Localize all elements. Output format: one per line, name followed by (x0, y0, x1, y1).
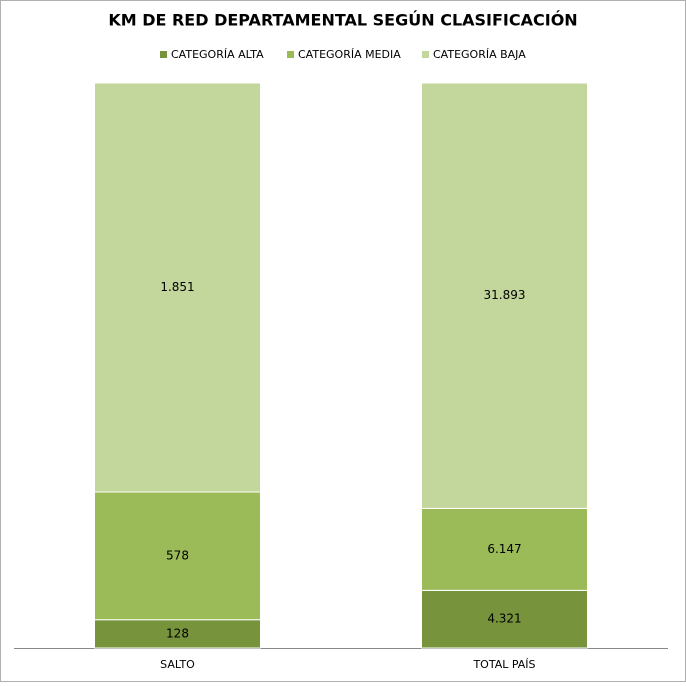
x-tick-label: SALTO (160, 658, 195, 671)
legend-label: CATEGORÍA ALTA (171, 48, 264, 61)
legend-label: CATEGORÍA MEDIA (298, 48, 401, 61)
legend-swatch (160, 51, 167, 58)
legend-label: CATEGORÍA BAJA (433, 48, 526, 61)
bar-segment (421, 507, 588, 591)
bar-segment (421, 82, 588, 509)
bar-segment (421, 589, 588, 649)
data-label: 578 (166, 548, 189, 562)
data-label: 128 (166, 626, 189, 640)
data-label: 4.321 (487, 612, 521, 626)
chart-title: KM DE RED DEPARTAMENTAL SEGÚN CLASIFICAC… (108, 11, 577, 30)
data-label: 31.893 (484, 288, 526, 302)
data-label: 1.851 (160, 280, 194, 294)
bar-segment (94, 619, 261, 649)
legend-swatch (287, 51, 294, 58)
x-tick-label: TOTAL PAÍS (472, 658, 535, 671)
data-label: 6.147 (487, 542, 521, 556)
bar-segment (94, 491, 261, 621)
bar-segment (94, 82, 261, 493)
legend-swatch (422, 51, 429, 58)
